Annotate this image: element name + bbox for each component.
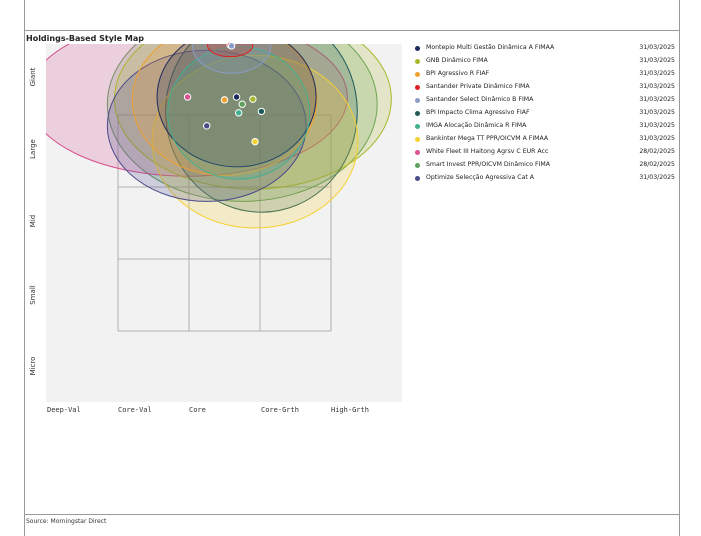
legend-label: BPI Impacto Clima Agressivo FIAF [426,109,530,116]
legend-marker [415,176,420,181]
legend-label: Santander Select Dinâmico B FIMA [426,96,534,103]
legend-marker [415,98,420,103]
centroid-point [235,109,243,117]
legend-date: 31/03/2025 [639,109,675,116]
plot-background [46,44,402,402]
legend-item: Santander Select Dinâmico B FIMA 31/03/20… [413,96,675,109]
legend-marker [415,137,420,142]
centroid-point [183,93,192,101]
ownership-zone-ellipse [113,44,392,190]
centroid-point [238,100,246,108]
top-rule [24,30,679,31]
legend-item: Bankinter Mega TT PPR/OICVM A FIMAA 31/03… [413,135,675,148]
legend-item: Optimize Selecção Agressiva Cat A 31/03/2… [413,174,675,187]
x-tick-label: High-Grth [331,406,369,414]
legend-item: GNB Dinâmico FIMA 31/03/2025 [413,57,675,70]
legend-label: Montepio Multi Gestão Dinâmica A FIMAA [426,44,555,51]
centroid-point [227,42,236,50]
x-tick-label: Deep-Val [47,406,81,414]
legend-label: GNB Dinâmico FIMA [426,57,488,64]
x-tick-label: Core-Grth [261,406,299,414]
centroid-point [203,122,211,130]
centroid-point [232,93,241,101]
x-tick-label: Core [189,406,206,414]
legend-label: IMGA Alocação Dinâmica R FIMA [426,122,527,129]
legend-date: 31/03/2025 [639,122,675,129]
left-rule [24,0,25,536]
legend-item: IMGA Alocação Dinâmica R FIMA 31/03/2025 [413,122,675,135]
legend-label: Santander Private Dinâmico FIMA [426,83,530,90]
y-tick-label: Large [29,139,37,159]
legend-label: Optimize Selecção Agressiva Cat A [426,174,535,181]
legend-marker [415,59,420,64]
legend-item: White Fleet III Haitong Agrsv C EUR Acc 2… [413,148,675,161]
centroid-points [183,41,266,146]
legend-item: Montepio Multi Gestão Dinâmica A FIMAA 31… [413,44,675,57]
legend-label: Smart Invest PPR/OICVM Dinâmico FIMA [426,161,550,168]
legend-date: 28/02/2025 [639,161,675,168]
legend-date: 31/03/2025 [639,44,675,51]
legend-marker [415,111,420,116]
legend-marker [415,163,420,168]
ownership-zone-ellipse [206,44,254,58]
ownership-zone-ellipse [165,44,358,213]
ownership-zone-ellipse [156,44,317,168]
x-tick-label: Core-Val [118,406,152,414]
legend-item: Santander Private Dinâmico FIMA 31/03/202… [413,83,675,96]
legend-date: 31/03/2025 [639,57,675,64]
legend-marker [415,85,420,90]
legend-label: White Fleet III Haitong Agrsv C EUR Acc [426,148,549,155]
legend-marker [415,72,420,77]
legend-date: 31/03/2025 [639,135,675,142]
y-tick-label: Small [29,285,37,305]
legend-date: 31/03/2025 [639,174,675,181]
centroid-point [220,96,229,104]
legend-marker [415,46,420,51]
legend-label: Bankinter Mega TT PPR/OICVM A FIMAA [426,135,549,142]
legend-label: BPI Agressivo R FIAF [426,70,490,77]
right-rule [679,0,680,536]
legend-date: 31/03/2025 [639,70,675,77]
ownership-zone-ellipse [192,44,272,74]
y-tick-label: Giant [29,67,37,87]
centroid-point [257,107,266,116]
legend: Montepio Multi Gestão Dinâmica A FIMAA 31… [413,44,675,187]
y-tick-label: Micro [29,356,37,376]
chart-title: Holdings-Based Style Map [26,34,144,43]
y-tick-label: Mid [29,214,37,228]
centroid-point [251,137,259,146]
legend-item: BPI Impacto Clima Agressivo FIAF 31/03/20… [413,109,675,122]
bottom-rule [24,514,679,515]
legend-item: BPI Agressivo R FIAF 31/03/2025 [413,70,675,83]
centroid-point [249,95,257,103]
legend-date: 31/03/2025 [639,83,675,90]
source-note: Source: Morningstar Direct [26,518,107,525]
legend-date: 31/03/2025 [639,96,675,103]
legend-marker [415,150,420,155]
legend-marker [415,124,420,129]
legend-item: Smart Invest PPR/OICVM Dinâmico FIMA 28/0… [413,161,675,174]
legend-date: 28/02/2025 [639,148,675,155]
